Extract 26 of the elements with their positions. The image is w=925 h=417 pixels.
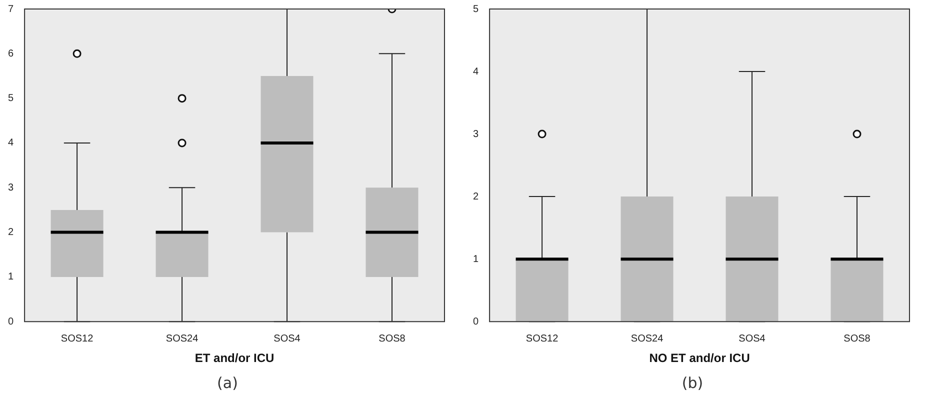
y-tick-label: 7 <box>8 4 14 15</box>
y-tick-label: 6 <box>8 48 14 60</box>
y-tick-label: 1 <box>473 254 479 265</box>
x-tick-label: SOS24 <box>630 333 664 344</box>
x-tick-label: SOS12 <box>526 333 559 344</box>
y-tick-label: 4 <box>473 66 479 78</box>
text: (a) <box>216 374 239 392</box>
x-tick-label: SOS8 <box>378 333 406 344</box>
y-tick-label: 0 <box>8 316 14 328</box>
x-tick-label: SOS4 <box>274 333 301 344</box>
y-tick-label: 3 <box>473 128 479 140</box>
text: (b) <box>680 374 704 392</box>
x-tick-label: SOS12 <box>60 333 94 344</box>
y-tick-label: 2 <box>8 227 14 238</box>
x-tick-label: SOS8 <box>844 333 871 344</box>
y-tick-label: 3 <box>8 182 14 194</box>
x-axis-title: ET and/or ICU <box>194 351 274 366</box>
y-tick-label: 5 <box>473 4 479 15</box>
x-tick-label: SOS4 <box>738 333 766 344</box>
y-tick-label: 5 <box>8 93 14 104</box>
y-tick-label: 4 <box>8 138 14 149</box>
x-tick-label: SOS24 <box>166 333 199 344</box>
y-tick-label: 0 <box>473 316 479 328</box>
y-tick-label: 2 <box>473 191 479 202</box>
x-axis-title: NO ET and/or ICU <box>649 351 750 366</box>
y-tick-label: 1 <box>8 272 14 283</box>
